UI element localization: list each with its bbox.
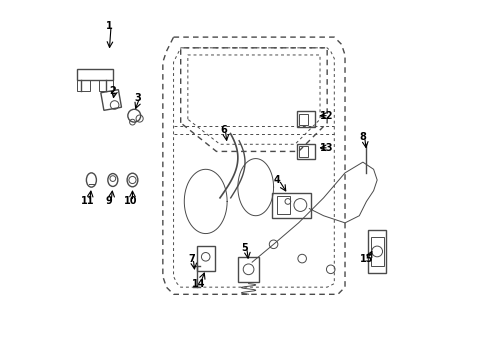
Bar bbox=[277, 196, 290, 214]
Text: 8: 8 bbox=[360, 132, 367, 142]
Bar bbox=[77, 80, 90, 91]
Bar bbox=[299, 146, 308, 157]
Text: 2: 2 bbox=[109, 86, 116, 96]
Bar bbox=[368, 230, 386, 273]
Bar bbox=[272, 193, 311, 217]
Bar bbox=[101, 90, 122, 111]
Bar bbox=[297, 144, 315, 159]
Bar bbox=[371, 237, 384, 266]
Text: 12: 12 bbox=[320, 111, 334, 121]
Text: 15: 15 bbox=[360, 253, 373, 264]
Bar bbox=[299, 114, 308, 125]
Bar bbox=[98, 80, 113, 91]
Text: 4: 4 bbox=[274, 175, 280, 185]
Text: 3: 3 bbox=[134, 93, 141, 103]
Text: 10: 10 bbox=[124, 197, 137, 206]
Text: 14: 14 bbox=[192, 279, 205, 289]
Bar bbox=[197, 246, 215, 271]
Text: 11: 11 bbox=[81, 197, 95, 206]
Text: 13: 13 bbox=[320, 143, 334, 153]
Text: 7: 7 bbox=[188, 253, 195, 264]
Bar bbox=[238, 257, 259, 282]
Text: 1: 1 bbox=[106, 21, 113, 31]
Text: 5: 5 bbox=[242, 243, 248, 253]
Bar bbox=[297, 111, 315, 127]
Text: 6: 6 bbox=[220, 125, 227, 135]
Text: 9: 9 bbox=[106, 197, 113, 206]
